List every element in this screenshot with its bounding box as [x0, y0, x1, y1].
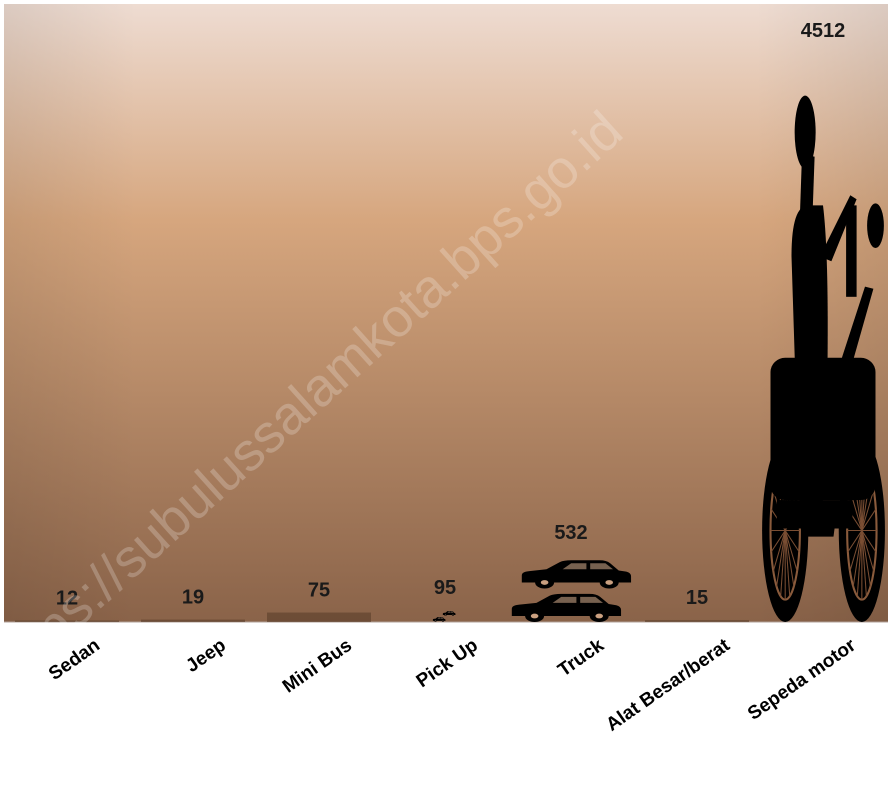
data-label: 75 [308, 580, 330, 602]
data-label: 532 [554, 522, 587, 544]
bar-truck [511, 560, 632, 622]
x-tick-label: Jeep [182, 635, 230, 677]
data-label: 19 [182, 587, 204, 609]
data-label: 12 [56, 587, 78, 609]
x-tick-label: Mini Bus [279, 635, 356, 698]
bar-sedan [15, 620, 119, 622]
x-tick-label: Sepeda motor [744, 635, 860, 725]
bar-pick-up [432, 610, 456, 622]
bar-mini-bus [267, 612, 371, 622]
chart-marks [15, 95, 885, 622]
plot-area-vignette [4, 4, 888, 622]
bar-sepeda-motor [762, 95, 885, 622]
data-label: 4512 [801, 20, 846, 42]
bar-alat-besar-berat [645, 620, 749, 622]
data-label: 95 [434, 577, 456, 599]
x-tick-label: Pick Up [413, 635, 482, 692]
data-label: 15 [686, 587, 708, 609]
bar-jeep [141, 619, 245, 622]
x-tick-label: Alat Besar/berat [602, 635, 734, 736]
x-tick-label: Truck [554, 635, 608, 682]
